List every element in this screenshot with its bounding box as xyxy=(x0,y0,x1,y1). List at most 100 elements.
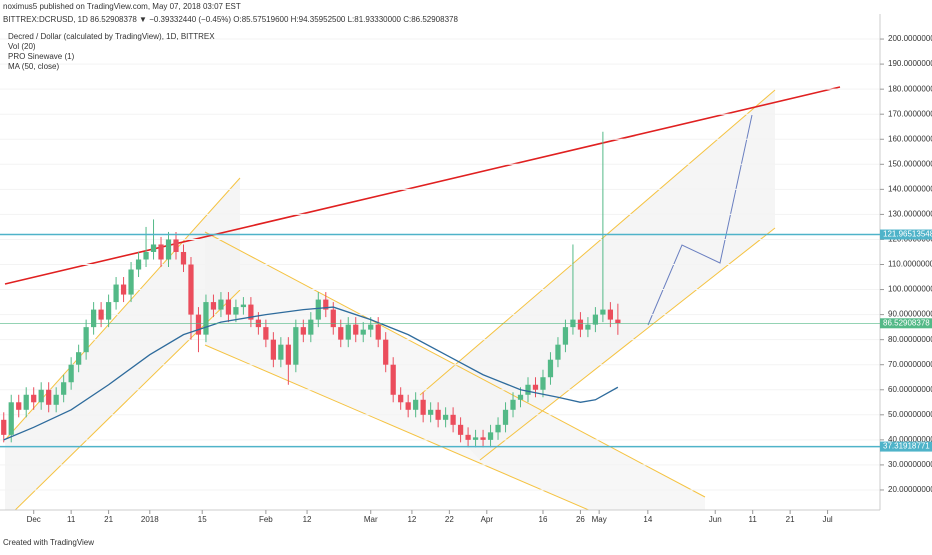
trend-line xyxy=(4,86,841,285)
y-tick-label: 180.00000000 xyxy=(888,84,932,93)
candle-body xyxy=(428,409,434,415)
candle-body xyxy=(607,309,614,320)
candle-body xyxy=(143,251,149,260)
candle-body xyxy=(450,414,456,425)
candle-body xyxy=(585,324,591,330)
candle-body xyxy=(323,299,329,310)
candle-body xyxy=(420,399,426,415)
candle-body xyxy=(465,434,471,440)
legend-entry: MA (50, close) xyxy=(8,62,59,71)
drawings xyxy=(0,38,880,510)
candle-body xyxy=(195,314,202,335)
candle-body xyxy=(248,304,254,320)
candle-body xyxy=(233,307,239,315)
x-tick-label: 11 xyxy=(749,515,758,524)
candle-body xyxy=(278,344,284,360)
candle-body xyxy=(31,394,37,403)
x-tick-label: 14 xyxy=(643,515,652,524)
candle-body xyxy=(555,344,561,360)
x-tick-label: 21 xyxy=(104,515,113,524)
x-tick-label: 12 xyxy=(407,515,416,524)
candle-body xyxy=(46,389,52,405)
candle-body xyxy=(338,327,344,340)
x-tick-label: 21 xyxy=(786,515,795,524)
candle-body xyxy=(180,251,187,265)
y-tick-label: 100.00000000 xyxy=(888,285,932,294)
candle-body xyxy=(577,319,584,330)
x-tick-label: 12 xyxy=(303,515,312,524)
price-label-bg xyxy=(880,229,932,240)
candle-body xyxy=(285,344,291,365)
candle-body xyxy=(547,359,554,378)
legend-entry: Vol (20) xyxy=(8,42,36,51)
candle-body xyxy=(150,244,157,252)
candle-body xyxy=(405,402,411,410)
candle-body xyxy=(165,239,172,260)
candle-body xyxy=(225,299,232,315)
candle-body xyxy=(510,399,516,410)
y-tick-label: 140.00000000 xyxy=(888,184,932,193)
candle-body xyxy=(300,327,306,335)
x-tick-label: Jun xyxy=(709,515,722,524)
y-tick-label: 80.00000000 xyxy=(888,335,932,344)
y-tick-label: 70.00000000 xyxy=(888,360,932,369)
candle-body xyxy=(472,437,479,440)
candle-body xyxy=(203,302,209,335)
y-tick-label: 130.00000000 xyxy=(888,210,932,219)
candle-body xyxy=(368,324,374,330)
candle-body xyxy=(345,324,351,340)
x-tick-label: 16 xyxy=(539,515,548,524)
candle-body xyxy=(540,377,546,390)
x-tick-label: 11 xyxy=(67,515,76,524)
candle-body xyxy=(23,394,29,410)
candle-body xyxy=(308,319,314,335)
candle-body xyxy=(562,327,569,345)
price-label: 86.52908378 xyxy=(883,318,930,327)
candle-body xyxy=(173,239,179,252)
candle-body xyxy=(525,384,531,395)
candle-body xyxy=(480,437,486,440)
candle-body xyxy=(532,384,539,390)
candle-body xyxy=(38,389,44,403)
candle-body xyxy=(8,402,14,435)
candle-body xyxy=(383,339,389,365)
y-tick-label: 160.00000000 xyxy=(888,134,932,143)
candle-body xyxy=(398,394,404,403)
y-tick-label: 90.00000000 xyxy=(888,310,932,319)
candle-body xyxy=(16,402,22,410)
candle-body xyxy=(128,269,134,295)
price-label: 121.96513548 xyxy=(883,230,932,239)
candle-body xyxy=(53,394,59,405)
candle-body xyxy=(113,284,119,303)
y-tick-label: 110.00000000 xyxy=(888,260,932,269)
candle-body xyxy=(315,299,321,320)
x-tick-label: Dec xyxy=(27,515,41,524)
candle-body xyxy=(457,424,464,435)
candle-body xyxy=(210,302,217,310)
candle-body xyxy=(502,409,509,425)
x-tick-label: Feb xyxy=(259,515,273,524)
x-tick-label: 15 xyxy=(198,515,207,524)
channel-line xyxy=(4,177,241,441)
header: noximus5 published on TradingView.com, M… xyxy=(3,2,241,11)
candle-body xyxy=(76,352,82,365)
y-tick-label: 170.00000000 xyxy=(888,109,932,118)
candle-body xyxy=(135,259,142,270)
candle-body xyxy=(615,319,621,324)
candle-body xyxy=(517,394,524,400)
x-tick-label: Jul xyxy=(822,515,832,524)
candle-body xyxy=(375,324,381,340)
candle-body xyxy=(240,304,247,308)
candle-body xyxy=(218,299,224,310)
channel-line xyxy=(479,227,776,461)
candle-body xyxy=(353,324,359,335)
x-tick-label: 2018 xyxy=(141,515,159,524)
candle-body xyxy=(360,329,366,335)
symbol-line: BITTREX:DCRUSD, 1D 86.52908378 ▼ −0.3933… xyxy=(3,15,458,24)
y-tick-label: 40.00000000 xyxy=(888,435,932,444)
candle-body xyxy=(413,399,419,410)
y-tick-label: 20.00000000 xyxy=(888,485,932,494)
x-tick-label: Apr xyxy=(481,515,494,524)
